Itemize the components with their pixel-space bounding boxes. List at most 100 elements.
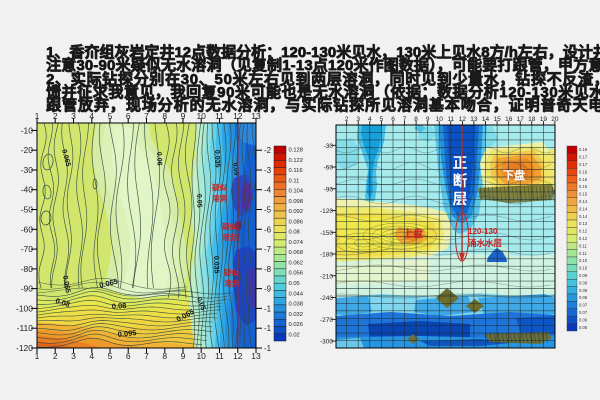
svg-text:4: 4 [89, 351, 94, 361]
svg-text:6: 6 [391, 116, 395, 123]
svg-text:-70: -70 [21, 244, 34, 254]
svg-text:120-130: 120-130 [468, 227, 498, 236]
svg-text:0.038: 0.038 [289, 302, 304, 308]
svg-text:-20: -20 [21, 145, 34, 155]
svg-text:0.12: 0.12 [579, 236, 588, 241]
svg-text:0.074: 0.074 [289, 240, 304, 246]
svg-text:-60: -60 [21, 224, 34, 234]
svg-text:溶洞: 溶洞 [222, 232, 237, 242]
svg-text:0.104: 0.104 [289, 189, 304, 195]
svg-text:18: 18 [528, 116, 536, 123]
svg-text:溶洞: 溶洞 [224, 278, 239, 288]
svg-text:3: 3 [71, 111, 76, 121]
svg-text:-150: -150 [320, 230, 333, 237]
svg-text:0.10: 0.10 [579, 266, 588, 271]
svg-text:17: 17 [517, 116, 525, 123]
svg-text:0.092: 0.092 [289, 209, 304, 215]
svg-text:-1: -1 [264, 344, 272, 353]
svg-text:0.05: 0.05 [195, 296, 206, 311]
svg-text:0.09: 0.09 [579, 273, 588, 278]
svg-text:11: 11 [215, 351, 224, 361]
svg-text:0.08: 0.08 [54, 296, 71, 309]
svg-text:-180: -180 [320, 252, 333, 259]
svg-text:3: 3 [356, 116, 360, 123]
svg-text:12: 12 [233, 111, 243, 121]
svg-text:0.05: 0.05 [231, 162, 240, 176]
svg-text:-80: -80 [21, 264, 34, 274]
svg-text:正: 正 [453, 155, 468, 172]
svg-text:0.16: 0.16 [579, 169, 588, 174]
svg-text:0.11: 0.11 [289, 178, 300, 184]
svg-text:0.035: 0.035 [213, 150, 221, 168]
svg-text:0.07: 0.07 [579, 310, 588, 315]
svg-text:9: 9 [426, 116, 430, 123]
svg-text:0.068: 0.068 [289, 250, 304, 256]
svg-text:-3: -3 [264, 166, 272, 175]
svg-text:0.14: 0.14 [579, 206, 588, 211]
svg-text:1: 1 [35, 351, 40, 361]
svg-text:15: 15 [493, 116, 501, 123]
svg-text:0.07: 0.07 [579, 303, 588, 308]
svg-text:-110: -110 [17, 323, 34, 333]
svg-text:0.035: 0.035 [212, 256, 220, 274]
svg-text:13: 13 [470, 116, 478, 123]
svg-text:溶洞: 溶洞 [212, 193, 227, 203]
svg-text:6: 6 [126, 351, 131, 361]
svg-text:13: 13 [251, 351, 261, 361]
svg-text:0.062: 0.062 [289, 261, 304, 267]
svg-text:-40: -40 [21, 185, 34, 195]
svg-text:0.06: 0.06 [579, 325, 588, 330]
svg-text:0.14: 0.14 [579, 199, 588, 204]
svg-text:-4: -4 [264, 186, 272, 195]
svg-text:11: 11 [447, 116, 454, 123]
svg-text:2: 2 [53, 111, 58, 121]
svg-text:-120: -120 [16, 343, 33, 353]
svg-text:0.11: 0.11 [579, 251, 588, 256]
svg-text:-2: -2 [264, 146, 272, 155]
svg-text:8: 8 [414, 116, 418, 123]
svg-text:0.08: 0.08 [579, 288, 588, 293]
svg-text:0.09: 0.09 [579, 280, 588, 285]
svg-text:-1: -1 [264, 324, 272, 333]
svg-text:-210: -210 [320, 273, 333, 280]
svg-text:-120: -120 [320, 208, 333, 215]
svg-text:10: 10 [196, 111, 206, 121]
svg-text:0.11: 0.11 [579, 243, 588, 248]
svg-text:-90: -90 [21, 284, 34, 294]
svg-text:9: 9 [181, 111, 186, 121]
svg-text:-7: -7 [264, 245, 272, 254]
svg-text:上盘: 上盘 [403, 227, 423, 240]
svg-text:0.098: 0.098 [289, 199, 304, 205]
svg-text:20: 20 [551, 116, 559, 123]
svg-text:0.14: 0.14 [579, 214, 588, 219]
svg-text:0.06: 0.06 [579, 317, 588, 322]
svg-text:0.08: 0.08 [579, 295, 588, 300]
svg-text:5: 5 [108, 111, 113, 121]
svg-text:疑似: 疑似 [224, 267, 239, 277]
svg-text:-60: -60 [324, 165, 334, 172]
svg-text:0.15: 0.15 [579, 184, 588, 189]
svg-text:4: 4 [368, 116, 372, 123]
svg-text:-6: -6 [264, 225, 272, 234]
svg-text:断: 断 [453, 172, 468, 190]
svg-text:-300: -300 [320, 339, 333, 346]
svg-text:疑似: 疑似 [212, 182, 227, 192]
svg-text:0.032: 0.032 [289, 312, 304, 318]
svg-text:0.13: 0.13 [579, 221, 588, 226]
svg-text:-90: -90 [324, 186, 334, 193]
svg-text:0.065: 0.065 [98, 277, 118, 290]
svg-text:1: 1 [35, 111, 40, 121]
svg-text:0.17: 0.17 [579, 155, 588, 160]
svg-text:-10: -10 [21, 125, 34, 135]
svg-text:-240: -240 [320, 295, 333, 302]
svg-text:14: 14 [482, 116, 490, 123]
svg-text:16: 16 [505, 116, 513, 123]
svg-text:0.17: 0.17 [579, 162, 588, 167]
svg-text:7: 7 [403, 116, 407, 123]
svg-text:涌水水层: 涌水水层 [468, 238, 503, 248]
svg-text:-30: -30 [21, 165, 34, 175]
svg-text:0.026: 0.026 [289, 322, 304, 328]
svg-text:0.08: 0.08 [112, 301, 127, 311]
svg-text:0.065: 0.065 [60, 149, 71, 168]
svg-text:-50: -50 [21, 205, 34, 215]
